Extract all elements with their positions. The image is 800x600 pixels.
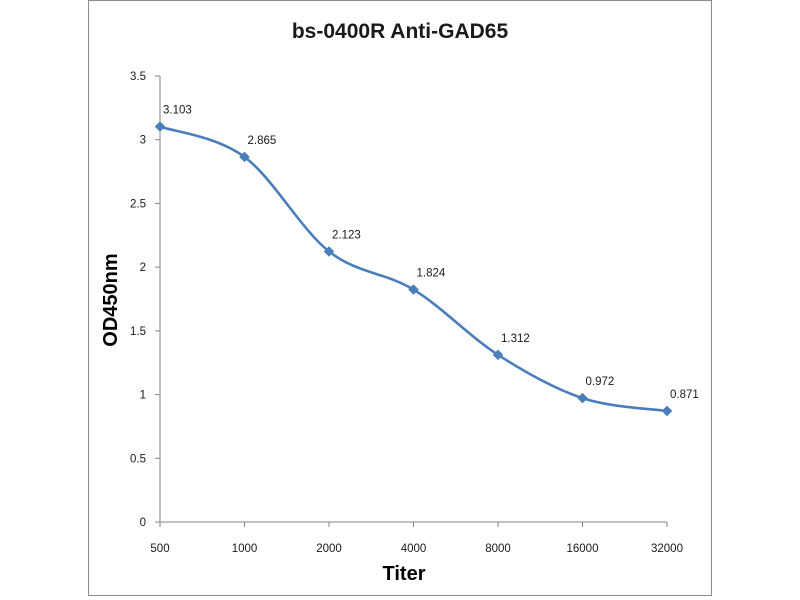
data-label: 2.865: [248, 135, 277, 147]
chart-title: bs-0400R Anti-GAD65: [292, 20, 509, 43]
y-axis-title: OD450nm: [100, 253, 122, 346]
y-tick-label: 1.5: [130, 326, 146, 338]
data-point-marker: [577, 392, 588, 404]
y-tick-label: 2.5: [130, 198, 146, 210]
y-axis: 0 0.5 1 1.5 2 2.5 3 3.5: [130, 71, 161, 529]
x-tick-label: 1000: [232, 543, 258, 555]
x-tick-label: 8000: [485, 543, 511, 555]
y-tick-label: 0: [140, 517, 146, 529]
x-tick-label: 4000: [401, 543, 427, 555]
x-tick-label: 2000: [316, 543, 342, 555]
x-tick-label: 16000: [567, 543, 599, 555]
data-labels: 3.103 2.865 2.123 1.824 1.312 0.972 0.871: [163, 105, 699, 401]
chart-frame: [88, 0, 712, 596]
series-group: [154, 121, 673, 417]
series-line: [159, 125, 668, 413]
y-tick-label: 1: [140, 390, 146, 402]
data-label: 1.824: [417, 268, 446, 280]
data-label: 2.123: [332, 229, 361, 241]
y-tick-label: 2: [140, 262, 146, 274]
data-point-marker: [492, 349, 504, 361]
data-point-marker: [408, 284, 419, 295]
data-label: 1.312: [501, 333, 530, 345]
data-point-marker: [661, 405, 673, 417]
data-point-marker: [154, 121, 166, 132]
y-tick-label: 0.5: [130, 453, 146, 465]
data-label: 3.103: [163, 105, 192, 117]
y-tick-label: 3.5: [130, 71, 146, 83]
data-point-marker: [323, 246, 335, 257]
data-point-marker: [239, 151, 250, 163]
x-axis: 500 1000 2000 4000 8000 16000 32000: [150, 521, 683, 555]
x-tick-label: 500: [150, 543, 169, 555]
x-axis-title: Titer: [383, 563, 426, 585]
data-label: 0.972: [586, 376, 615, 388]
y-tick-label: 3: [140, 135, 146, 147]
x-tick-label: 32000: [651, 543, 683, 555]
data-label: 0.871: [670, 389, 699, 401]
